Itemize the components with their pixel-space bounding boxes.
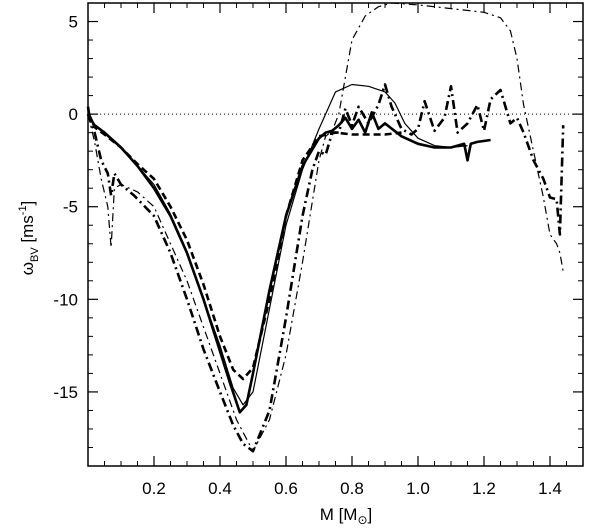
y-axis-label: ωBV [ms-1]	[17, 201, 41, 276]
series-layer	[86, 2, 565, 453]
y-tick-label: 5	[69, 13, 78, 32]
series-line-1	[86, 106, 491, 414]
x-axis-label: M [M⊙]	[320, 505, 373, 527]
y-tick-label: 0	[69, 105, 78, 124]
x-tick-label: 1.0	[406, 479, 430, 498]
series-line-2	[87, 83, 468, 406]
x-tick-label: 0.8	[340, 479, 364, 498]
series-line-4	[86, 83, 565, 453]
plot-frame	[87, 2, 584, 467]
x-tick-label: 0.6	[274, 479, 298, 498]
series-line-3	[86, 113, 402, 381]
ticks-layer: 0.2 0.4 0.6 0.8 1.0 1.2 1.4 5 0 -5 -10 -15	[53, 2, 583, 498]
y-tick-label: -10	[53, 290, 78, 309]
y-tick-label: -15	[53, 383, 78, 402]
series-line-5	[87, 2, 564, 452]
x-tick-label: 0.4	[208, 479, 232, 498]
x-tick-label: 1.2	[472, 479, 496, 498]
x-tick-label: 1.4	[538, 479, 562, 498]
x-tick-label: 0.2	[142, 479, 166, 498]
y-tick-label: -5	[63, 198, 78, 217]
